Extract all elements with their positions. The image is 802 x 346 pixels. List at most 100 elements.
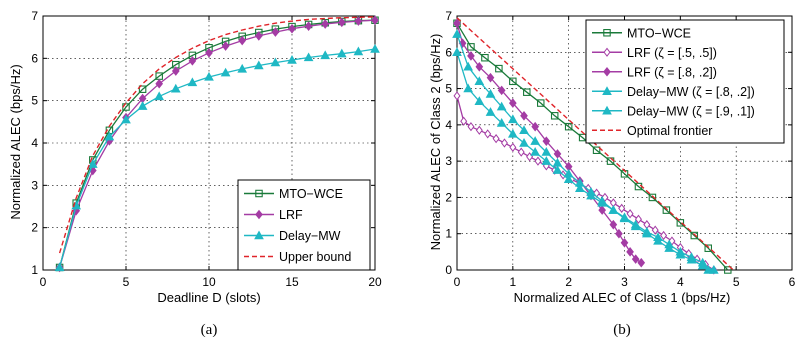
- data-point: [463, 83, 474, 93]
- data-point: [630, 221, 641, 231]
- x-tick-label: 1: [509, 275, 516, 289]
- series-2: [453, 18, 646, 268]
- data-point: [563, 174, 574, 183]
- chart-b-series: [452, 17, 734, 275]
- data-point: [238, 35, 247, 46]
- x-tick-label: 15: [285, 275, 299, 289]
- legend-label: LRF (ζ = [.5, .5]): [627, 46, 717, 60]
- legend-entry: MTO−WCE: [244, 187, 343, 201]
- data-point: [452, 47, 462, 56]
- legend-box: [585, 19, 785, 144]
- data-point: [530, 147, 541, 156]
- data-point: [608, 205, 619, 214]
- data-point: [453, 18, 461, 29]
- x-tick-label: 0: [40, 275, 47, 289]
- legend-entry: LRF (ζ = [.8, .2]): [592, 65, 717, 79]
- data-point: [517, 147, 525, 157]
- data-point: [509, 77, 517, 86]
- data-point: [592, 146, 601, 155]
- data-point: [154, 91, 165, 101]
- data-point: [221, 41, 230, 51]
- data-point: [104, 131, 115, 141]
- y-tick-label: 3: [31, 178, 38, 192]
- legend-label: Delay−MW: [279, 229, 341, 243]
- legend-marker: [254, 230, 264, 240]
- data-point: [492, 134, 500, 144]
- legend-marker: [603, 47, 611, 57]
- chart-b-xlabel: Normalized ALEC of Class 1 (bps/Hz): [514, 290, 731, 305]
- data-point: [188, 56, 197, 66]
- data-point: [467, 43, 475, 51]
- y-tick-label: 6: [31, 51, 38, 65]
- legend-entry: Delay−MW (ζ = [.8, .2]): [592, 85, 755, 99]
- x-tick-label: 5: [123, 275, 130, 289]
- legend-entry: MTO−WCE: [592, 26, 691, 40]
- data-point: [686, 254, 697, 264]
- legend-label: Delay−MW (ζ = [.8, .2]): [627, 85, 755, 99]
- data-point: [703, 264, 714, 274]
- data-point: [676, 219, 685, 227]
- y-tick-label: 7: [31, 9, 38, 23]
- data-point: [486, 72, 495, 83]
- data-point: [337, 17, 346, 28]
- data-point: [609, 219, 618, 230]
- data-point: [481, 53, 489, 62]
- x-tick-label: 3: [621, 275, 628, 289]
- data-point: [87, 159, 98, 168]
- legend-entry: LRF: [244, 208, 303, 222]
- data-point: [534, 156, 542, 166]
- data-point: [475, 61, 484, 72]
- data-point: [626, 247, 634, 257]
- data-point: [664, 243, 675, 252]
- data-point: [530, 136, 541, 145]
- chart-a-axes: 0 5 10 15 20 1 2 3 4 5 6 7: [31, 9, 382, 289]
- data-point: [619, 213, 630, 223]
- y-tick-label: 4: [445, 118, 452, 132]
- legend-label: MTO−WCE: [279, 187, 343, 201]
- data-point: [662, 206, 671, 214]
- y-tick-label: 6: [445, 45, 452, 59]
- data-point: [463, 61, 474, 71]
- data-point: [653, 235, 663, 245]
- data-point: [270, 57, 281, 67]
- chart-b-ylabel: Normalized ALEC of Class 2 (bps/Hz): [428, 34, 443, 251]
- data-point: [237, 63, 248, 73]
- chart-b-axes: 0 1 2 3 4 5 6 0 1 2 3 4 5 6 7: [445, 9, 795, 289]
- data-point: [620, 237, 629, 248]
- legend-entry: Upper bound: [244, 250, 351, 264]
- data-point: [550, 112, 559, 120]
- x-tick-label: 6: [789, 275, 796, 289]
- legend-label: LRF (ζ = [.8, .2]): [627, 65, 717, 79]
- data-point: [553, 149, 562, 159]
- y-tick-label: 7: [445, 9, 452, 23]
- x-tick-label: 0: [454, 275, 461, 289]
- legend-entry: Optimal frontier: [592, 124, 712, 138]
- y-tick-label: 2: [31, 221, 38, 235]
- data-point: [563, 168, 574, 178]
- series-line: [58, 16, 376, 254]
- legend-marker: [603, 66, 611, 77]
- data-point: [254, 31, 263, 41]
- data-point: [574, 183, 585, 193]
- chart-a-caption: (a): [201, 322, 218, 338]
- data-point: [660, 230, 668, 241]
- x-tick-label: 4: [677, 275, 684, 289]
- series-5: [456, 17, 734, 271]
- data-point: [460, 116, 468, 126]
- data-point: [170, 83, 181, 93]
- data-point: [304, 21, 313, 31]
- legend-entry: Delay−MW: [244, 229, 341, 243]
- y-tick-label: 5: [31, 94, 38, 108]
- data-point: [541, 147, 552, 156]
- data-point: [287, 54, 297, 64]
- data-point: [484, 129, 492, 139]
- data-point: [496, 101, 507, 111]
- data-point: [519, 137, 529, 147]
- x-tick-label: 2: [565, 275, 572, 289]
- chart-a-xlabel: Deadline D (slots): [157, 290, 260, 305]
- data-point: [597, 196, 608, 205]
- series-line: [456, 17, 734, 271]
- y-tick-label: 2: [445, 190, 452, 204]
